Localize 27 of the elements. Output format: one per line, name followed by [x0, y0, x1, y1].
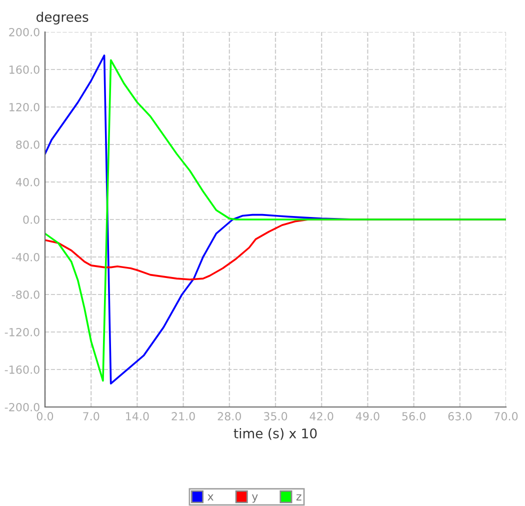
y-tick-label: 200.0 — [9, 28, 40, 36]
y-tick-label: -120.0 — [4, 328, 40, 336]
y-tick-label: -40.0 — [12, 252, 40, 262]
x-tick-label: 21.0 — [172, 412, 195, 420]
y-tick-label: -200.0 — [4, 402, 40, 412]
y-tick-label: 40.0 — [16, 178, 40, 186]
legend-label: z — [296, 494, 302, 500]
x-tick-label: 70.0 — [494, 412, 518, 420]
legend-label: y — [252, 494, 258, 503]
y-tick-label: 160.0 — [10, 65, 40, 74]
x-tick-label: 7.0 — [83, 412, 100, 420]
x-tick-label: 35.0 — [264, 412, 288, 420]
x-tick-label: 0.0 — [36, 412, 54, 420]
x-axis-title: time (s) x 10 — [234, 428, 317, 440]
y-axis-title: degrees — [36, 12, 88, 24]
y-tick-label: 0.0 — [23, 215, 40, 224]
x-tick-label: 56.0 — [402, 412, 426, 420]
legend-label: x — [208, 494, 214, 500]
y-tick-label: 120.0 — [10, 102, 40, 112]
x-tick-label: 49.0 — [356, 412, 380, 420]
x-tick-label: 14.0 — [126, 412, 149, 420]
y-tick-label: 80.0 — [16, 140, 40, 149]
x-tick-label: 63.0 — [448, 412, 472, 420]
y-tick-label: -160.0 — [4, 365, 40, 374]
x-tick-label: 42.0 — [310, 412, 334, 420]
x-tick-label: 28.0 — [218, 412, 242, 420]
y-tick-label: -80.0 — [12, 290, 40, 299]
